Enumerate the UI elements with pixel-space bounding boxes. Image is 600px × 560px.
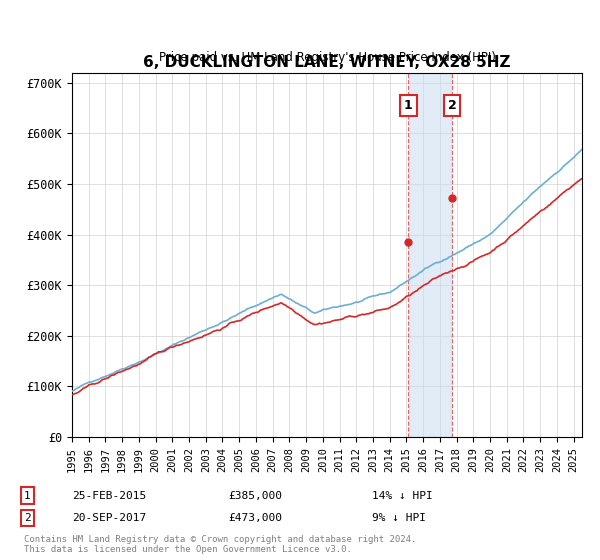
- Text: 1: 1: [404, 99, 413, 112]
- Text: 2: 2: [24, 513, 31, 523]
- Title: 6, DUCKLINGTON LANE, WITNEY, OX28 5HZ: 6, DUCKLINGTON LANE, WITNEY, OX28 5HZ: [143, 55, 511, 70]
- Text: Contains HM Land Registry data © Crown copyright and database right 2024.
This d: Contains HM Land Registry data © Crown c…: [24, 535, 416, 554]
- Text: £473,000: £473,000: [228, 513, 282, 523]
- Text: 1: 1: [24, 491, 31, 501]
- Text: 2: 2: [448, 99, 456, 112]
- Text: £385,000: £385,000: [228, 491, 282, 501]
- Text: 25-FEB-2015: 25-FEB-2015: [72, 491, 146, 501]
- Text: 14% ↓ HPI: 14% ↓ HPI: [372, 491, 433, 501]
- Text: 20-SEP-2017: 20-SEP-2017: [72, 513, 146, 523]
- Text: 9% ↓ HPI: 9% ↓ HPI: [372, 513, 426, 523]
- Text: Price paid vs. HM Land Registry's House Price Index (HPI): Price paid vs. HM Land Registry's House …: [158, 51, 496, 64]
